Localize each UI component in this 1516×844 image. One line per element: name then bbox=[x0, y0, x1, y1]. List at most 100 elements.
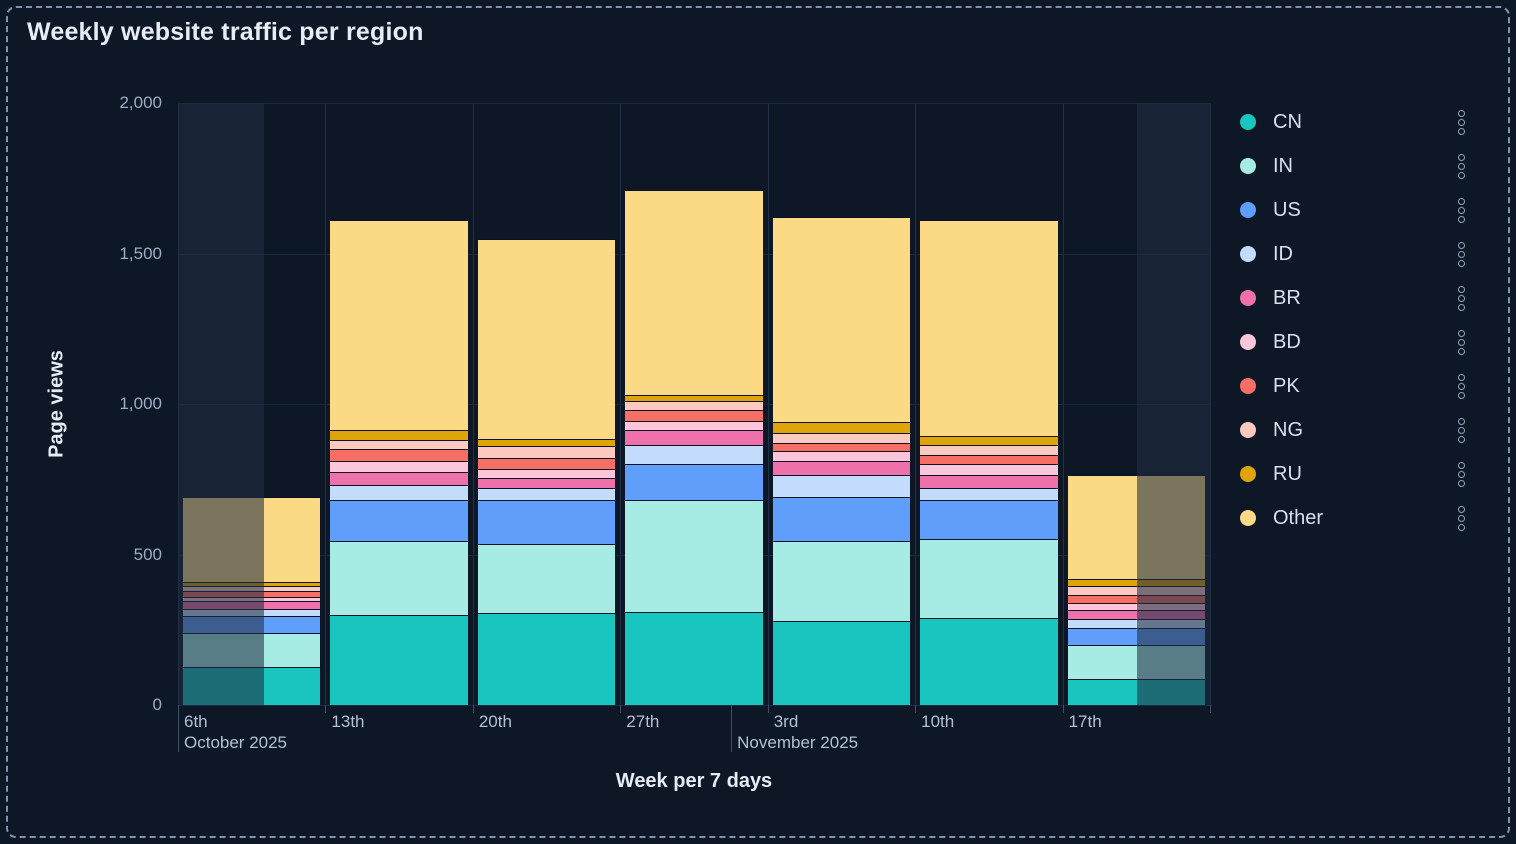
bar-segment-Other[interactable] bbox=[920, 220, 1058, 436]
kebab-menu-icon[interactable] bbox=[1455, 327, 1468, 358]
bar-segment-NG[interactable] bbox=[625, 401, 763, 411]
kebab-menu-icon[interactable] bbox=[1455, 371, 1468, 402]
bar-segment-IN[interactable] bbox=[477, 543, 616, 614]
legend-item-label: US bbox=[1273, 198, 1301, 221]
bar-segment-IN[interactable] bbox=[1067, 644, 1205, 680]
bar-segment-ID[interactable] bbox=[1067, 619, 1205, 629]
bar-segment-BD[interactable] bbox=[330, 461, 468, 472]
bar-segment-CN[interactable] bbox=[330, 614, 468, 705]
bar-segment-US[interactable] bbox=[772, 497, 911, 541]
legend-item-label: IN bbox=[1273, 154, 1293, 177]
bar-segment-IN[interactable] bbox=[183, 632, 321, 668]
bar-segment-PK[interactable] bbox=[330, 449, 468, 462]
bar-segment-IN[interactable] bbox=[330, 540, 468, 615]
bar-segment-IN[interactable] bbox=[625, 500, 763, 612]
bar-segment-Other[interactable] bbox=[1067, 474, 1205, 579]
bar-segment-BR[interactable] bbox=[625, 429, 763, 445]
bar-segment-BD[interactable] bbox=[477, 468, 616, 478]
bar-segment-PK[interactable] bbox=[625, 410, 763, 421]
bar-segment-NG[interactable] bbox=[477, 446, 616, 459]
bar-segment-Other[interactable] bbox=[625, 190, 763, 396]
bar-segment-BD[interactable] bbox=[625, 420, 763, 430]
bar-segment-RU[interactable] bbox=[477, 438, 616, 447]
bar-segment-NG[interactable] bbox=[330, 440, 468, 450]
kebab-menu-icon[interactable] bbox=[1455, 459, 1468, 490]
bar-segment-ID[interactable] bbox=[477, 488, 616, 501]
bar-segment-PK[interactable] bbox=[772, 443, 911, 451]
x-tick-mark bbox=[1210, 705, 1211, 713]
legend-item-Other[interactable]: Other bbox=[1240, 504, 1468, 532]
bar-segment-NG[interactable] bbox=[920, 444, 1058, 456]
bar-segment-US[interactable] bbox=[183, 616, 321, 633]
bar-segment-ID[interactable] bbox=[183, 608, 321, 617]
bar-segment-Other[interactable] bbox=[183, 497, 321, 582]
x-tick-mark bbox=[620, 705, 622, 713]
bar-segment-PK[interactable] bbox=[920, 455, 1058, 465]
bar-segment-BR[interactable] bbox=[330, 471, 468, 486]
bar-week-3rd bbox=[772, 217, 911, 705]
bar-segment-CN[interactable] bbox=[772, 620, 911, 705]
bar-segment-ID[interactable] bbox=[920, 488, 1058, 501]
bar-segment-CN[interactable] bbox=[183, 667, 321, 705]
x-tick-mark bbox=[472, 705, 474, 713]
bar-segment-US[interactable] bbox=[330, 500, 468, 541]
bar-segment-RU[interactable] bbox=[1067, 578, 1205, 587]
bar-segment-BR[interactable] bbox=[183, 601, 321, 609]
legend-color-dot bbox=[1240, 114, 1256, 130]
month-label: October 2025 bbox=[184, 733, 288, 752]
bar-segment-US[interactable] bbox=[920, 500, 1058, 540]
kebab-menu-icon[interactable] bbox=[1455, 151, 1468, 182]
kebab-menu-icon[interactable] bbox=[1455, 107, 1468, 138]
bar-segment-ID[interactable] bbox=[772, 474, 911, 498]
bar-segment-CN[interactable] bbox=[477, 613, 616, 705]
legend-item-US[interactable]: US bbox=[1240, 196, 1468, 224]
bar-segment-BD[interactable] bbox=[772, 450, 911, 462]
bar-segment-RU[interactable] bbox=[625, 395, 763, 402]
bar-segment-BD[interactable] bbox=[920, 464, 1058, 475]
bar-segment-PK[interactable] bbox=[1067, 595, 1205, 603]
bar-segment-BR[interactable] bbox=[772, 461, 911, 475]
bar-segment-BR[interactable] bbox=[477, 477, 616, 489]
bar-segment-RU[interactable] bbox=[772, 422, 911, 433]
kebab-menu-icon[interactable] bbox=[1455, 503, 1468, 534]
bar-segment-Other[interactable] bbox=[772, 217, 911, 423]
bar-segment-US[interactable] bbox=[477, 500, 616, 544]
legend-item-ID[interactable]: ID bbox=[1240, 240, 1468, 268]
bar-segment-RU[interactable] bbox=[330, 429, 468, 441]
kebab-menu-icon[interactable] bbox=[1455, 283, 1468, 314]
bar-segment-BR[interactable] bbox=[1067, 610, 1205, 620]
bar-segment-CN[interactable] bbox=[1067, 679, 1205, 705]
bar-segment-BR[interactable] bbox=[920, 474, 1058, 489]
bar-segment-CN[interactable] bbox=[625, 611, 763, 705]
bar-segment-RU[interactable] bbox=[920, 435, 1058, 445]
bar-segment-CN[interactable] bbox=[920, 617, 1058, 705]
legend-item-RU[interactable]: RU bbox=[1240, 460, 1468, 488]
bar-segment-NG[interactable] bbox=[1067, 586, 1205, 596]
bar-segment-IN[interactable] bbox=[920, 539, 1058, 618]
kebab-menu-icon[interactable] bbox=[1455, 195, 1468, 226]
kebab-menu-icon[interactable] bbox=[1455, 415, 1468, 446]
legend-item-NG[interactable]: NG bbox=[1240, 416, 1468, 444]
bar-segment-ID[interactable] bbox=[330, 485, 468, 501]
bar-segment-ID[interactable] bbox=[625, 444, 763, 465]
bar-week-13th bbox=[330, 220, 468, 705]
chart-title: Weekly website traffic per region bbox=[27, 18, 424, 46]
bar-segment-IN[interactable] bbox=[772, 540, 911, 621]
legend-item-BR[interactable]: BR bbox=[1240, 284, 1468, 312]
bar-segment-PK[interactable] bbox=[477, 458, 616, 469]
kebab-menu-icon[interactable] bbox=[1455, 239, 1468, 270]
bar-segment-US[interactable] bbox=[625, 464, 763, 501]
bar-segment-BD[interactable] bbox=[1067, 602, 1205, 611]
legend-color-dot bbox=[1240, 202, 1256, 218]
legend-item-CN[interactable]: CN bbox=[1240, 108, 1468, 136]
bar-segment-Other[interactable] bbox=[477, 238, 616, 439]
legend-item-PK[interactable]: PK bbox=[1240, 372, 1468, 400]
x-tick-label: 6th bbox=[184, 712, 208, 731]
horizontal-gridline bbox=[178, 705, 1210, 706]
bar-segment-US[interactable] bbox=[1067, 628, 1205, 645]
legend-item-BD[interactable]: BD bbox=[1240, 328, 1468, 356]
legend-item-IN[interactable]: IN bbox=[1240, 152, 1468, 180]
bar-segment-NG[interactable] bbox=[772, 432, 911, 444]
bar-segment-Other[interactable] bbox=[330, 220, 468, 430]
